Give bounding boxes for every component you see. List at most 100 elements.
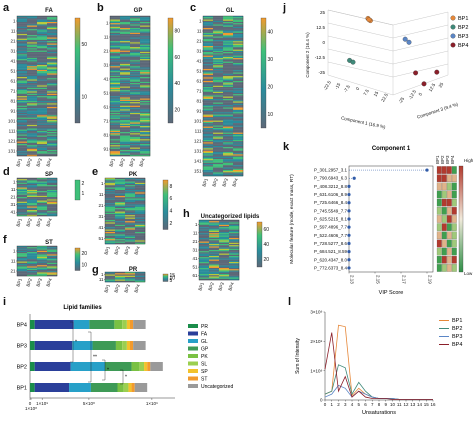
heatmap-cell (27, 32, 38, 35)
heatmap-cell (229, 232, 240, 234)
heatmap-cell (115, 191, 126, 193)
heatmap-cell (17, 205, 28, 207)
heatmap-cell (203, 97, 214, 100)
heatmap-cell (37, 122, 48, 124)
heatmap-cell (223, 113, 234, 115)
heatmap-cell (140, 37, 151, 39)
heatmap-cell (213, 156, 224, 159)
heatmap-cell (110, 85, 121, 87)
vip-side-cell (436, 215, 442, 223)
heatmap-cell (17, 200, 28, 202)
heatmap-cell (125, 238, 136, 240)
heatmap-cell (120, 139, 131, 141)
heatmap-cell (213, 60, 224, 62)
line-legend-label: BP2 (452, 326, 462, 332)
heatmap-cell (209, 221, 220, 223)
heatmap-cell (233, 130, 244, 132)
heatmap-cell (105, 272, 116, 274)
heatmap-ytick: 1 (101, 181, 104, 186)
heatmap-cell (130, 69, 141, 72)
heatmap-cell (219, 258, 230, 260)
heatmap-cell (203, 68, 214, 71)
heatmap-cell (135, 188, 146, 191)
vip-point (425, 168, 429, 172)
heatmap-cell (125, 182, 136, 185)
heatmap-cell (140, 151, 151, 153)
heatmap-cell (110, 91, 121, 93)
heatmap-cell (37, 117, 48, 120)
heatmap-cell (115, 199, 126, 201)
heatmap-cell (233, 38, 244, 41)
bar-segment (30, 362, 35, 371)
bar-xtick: 1×10⁸ (25, 406, 37, 411)
heatmap-cell (135, 280, 146, 283)
heatmap-cell (120, 99, 131, 102)
heatmap-cell (203, 160, 214, 162)
bar-segment (150, 362, 163, 371)
heatmap-cell (27, 198, 38, 200)
heatmap-cell (37, 47, 48, 49)
line-xtick: 5 (357, 402, 360, 407)
heatmap-cell (17, 154, 28, 157)
heatmap-cell (233, 44, 244, 47)
heatmap-cell (37, 191, 48, 193)
heatmap-cell (229, 266, 240, 269)
heatmap-cell (233, 24, 244, 26)
heatmap-cell (17, 23, 28, 25)
heatmap-cell (233, 161, 244, 163)
heatmap-cell (233, 77, 244, 79)
bar-segment (90, 383, 118, 392)
heatmap-cell (115, 187, 126, 189)
heatmap-cell (37, 102, 48, 104)
heatmap-cell (37, 56, 48, 59)
heatmap-ytick: 71 (103, 119, 109, 124)
heatmap-cell (223, 115, 234, 118)
heatmap-cell (219, 228, 230, 230)
heatmap-cell (199, 234, 210, 236)
heatmap-cell (47, 151, 58, 153)
heatmap-cell (17, 49, 28, 51)
heatmap-cell (199, 242, 210, 245)
heatmap-cell (17, 68, 28, 71)
heatmap-cell (27, 38, 38, 41)
heatmap-cell (47, 48, 58, 50)
heatmap-cell (110, 108, 121, 110)
heatmap-cell (229, 227, 240, 229)
heatmap-cell (47, 248, 58, 250)
heatmap-cell (130, 99, 141, 102)
heatmap-cell (199, 258, 210, 260)
vip-side-cell (436, 247, 442, 256)
heatmap-cell (233, 28, 244, 30)
heatmap-cell (140, 26, 151, 29)
vip-side-cell (446, 174, 452, 183)
colorbar (74, 17, 81, 124)
heatmap-cell (110, 86, 121, 88)
heatmap-cell (120, 78, 131, 80)
heatmap-cell (203, 166, 214, 168)
bar-segment (133, 320, 146, 329)
heatmap-cell (140, 33, 151, 36)
heatmap-cell (233, 154, 244, 156)
heatmap-cell (110, 35, 121, 37)
heatmap-cell (125, 197, 136, 199)
heatmap-cell (27, 33, 38, 36)
heatmap-cell (219, 262, 230, 264)
heatmap-cell (229, 271, 240, 273)
heatmap-cell (105, 212, 116, 215)
heatmap-cell (213, 65, 224, 67)
heatmap-cell (135, 193, 146, 195)
heatmap-cell (120, 153, 131, 156)
heatmap-cell (203, 135, 214, 137)
heatmap-cell (130, 126, 141, 128)
heatmap-cell (27, 262, 38, 265)
vip-feature-label: P_728.5277_8.6 (314, 241, 348, 246)
vip-feature-label: P_772.6373_8.4 (314, 265, 348, 270)
heatmap-cell (223, 99, 234, 101)
heatmap-cell (27, 214, 38, 217)
heatmap-cell (213, 34, 224, 36)
heatmap-cell (105, 232, 116, 234)
bar-segment (92, 341, 116, 350)
heatmap-cell (47, 90, 58, 92)
heatmap-cell (37, 109, 48, 111)
heatmap-cell (203, 150, 214, 153)
